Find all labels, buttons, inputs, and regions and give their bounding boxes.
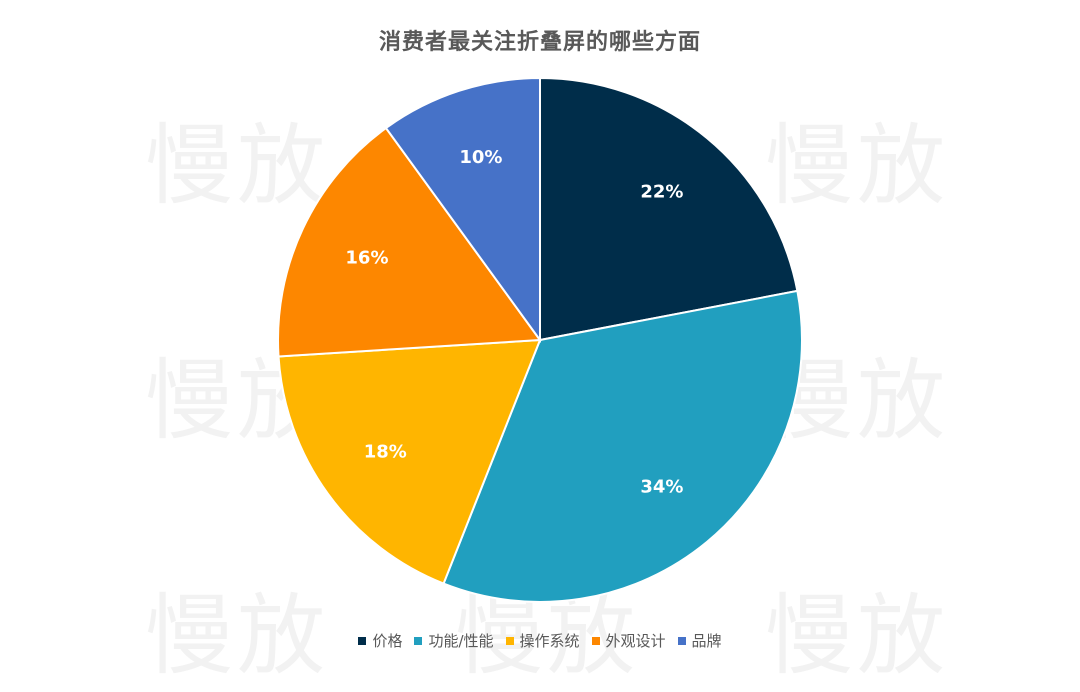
legend-item: 品牌 (677, 630, 722, 651)
legend-item: 外观设计 (591, 630, 666, 651)
pie-data-label: 22% (640, 182, 683, 203)
legend-swatch (591, 636, 600, 645)
chart-legend: 价格 功能/性能 操作系统 外观设计 品牌 (0, 630, 1080, 651)
legend-swatch (358, 636, 367, 645)
pie-slice-os (277, 338, 542, 585)
pie-slice-performance (442, 289, 803, 603)
legend-label: 品牌 (691, 632, 722, 650)
pie-data-label: 10% (459, 147, 502, 168)
pie-slice-brand (384, 76, 541, 344)
chart-title: 消费者最关注折叠屏的哪些方面 (378, 30, 701, 55)
legend-swatch (677, 636, 686, 645)
pie-data-label: 16% (345, 248, 388, 269)
pie-data-label: 34% (640, 476, 683, 497)
pie-slice-design (277, 126, 542, 358)
legend-label: 外观设计 (605, 632, 666, 650)
pie-slice-price (539, 76, 799, 342)
legend-item: 操作系统 (505, 630, 580, 651)
legend-swatch (505, 636, 514, 645)
pie-data-label: 18% (364, 441, 407, 462)
legend-swatch (414, 636, 423, 645)
legend-item: 功能/性能 (414, 630, 494, 651)
pie-chart: 22% 34% 18% 16% 10% (277, 76, 803, 603)
legend-label: 功能/性能 (428, 632, 494, 650)
legend-label: 操作系统 (519, 632, 580, 650)
legend-item: 价格 (358, 630, 402, 651)
legend-label: 价格 (372, 632, 403, 650)
